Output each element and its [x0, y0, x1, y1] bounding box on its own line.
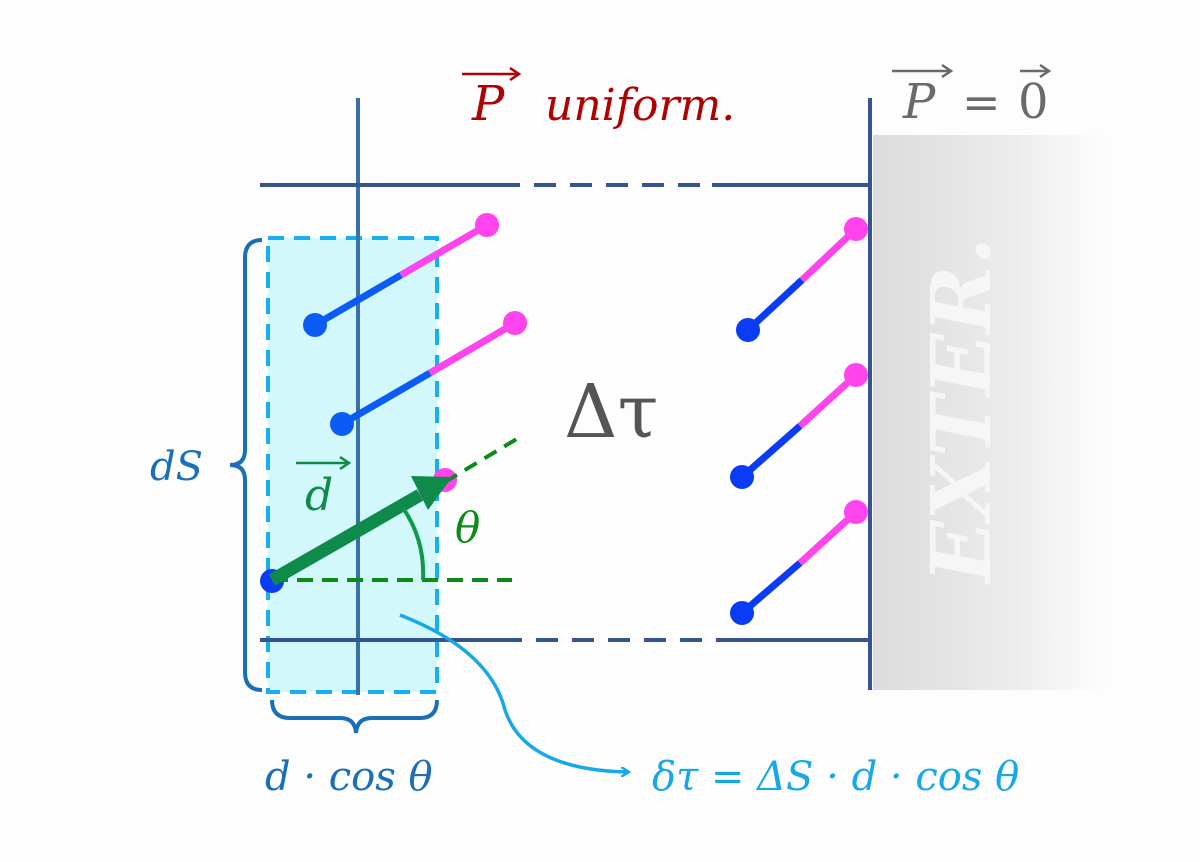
p-uniform-symbol: P	[471, 76, 505, 132]
exterior-label: EXTER.	[914, 237, 1010, 585]
width-brace	[270, 699, 439, 734]
d-cos-theta-label: d · cos θ	[265, 754, 433, 800]
d-vector-label: d	[305, 470, 333, 521]
formula-label: δτ = ΔS · d · cos θ	[652, 754, 1019, 800]
d-vector-arrowhead	[411, 476, 452, 510]
vector-arrow-icon	[339, 455, 352, 471]
dipole	[730, 363, 868, 489]
p-zero-equals: =	[962, 75, 1001, 129]
vector-arrow-icon	[1039, 63, 1052, 79]
exterior-region	[873, 135, 1108, 690]
delta-tau-label: Δτ	[564, 369, 658, 455]
p-zero-value: 0	[1018, 74, 1049, 130]
ds-label: dS	[150, 444, 203, 490]
theta-arc	[401, 506, 426, 581]
ds-brace	[229, 238, 263, 692]
dipole	[736, 217, 868, 342]
vector-arrow-icon	[941, 63, 954, 79]
vector-arrow-icon	[509, 66, 522, 82]
d-direction-extension	[443, 435, 522, 484]
theta-label: θ	[455, 503, 480, 552]
formula-pointer-arrow	[399, 613, 628, 772]
p-uniform-text: uniform.	[545, 80, 735, 131]
d-vector-arrow	[268, 489, 424, 586]
p-zero-symbol: P	[902, 74, 936, 130]
dipole	[303, 213, 499, 337]
volume-element	[266, 236, 439, 694]
dipole	[330, 311, 527, 436]
dipole	[730, 500, 868, 625]
region-boundary	[260, 98, 872, 695]
